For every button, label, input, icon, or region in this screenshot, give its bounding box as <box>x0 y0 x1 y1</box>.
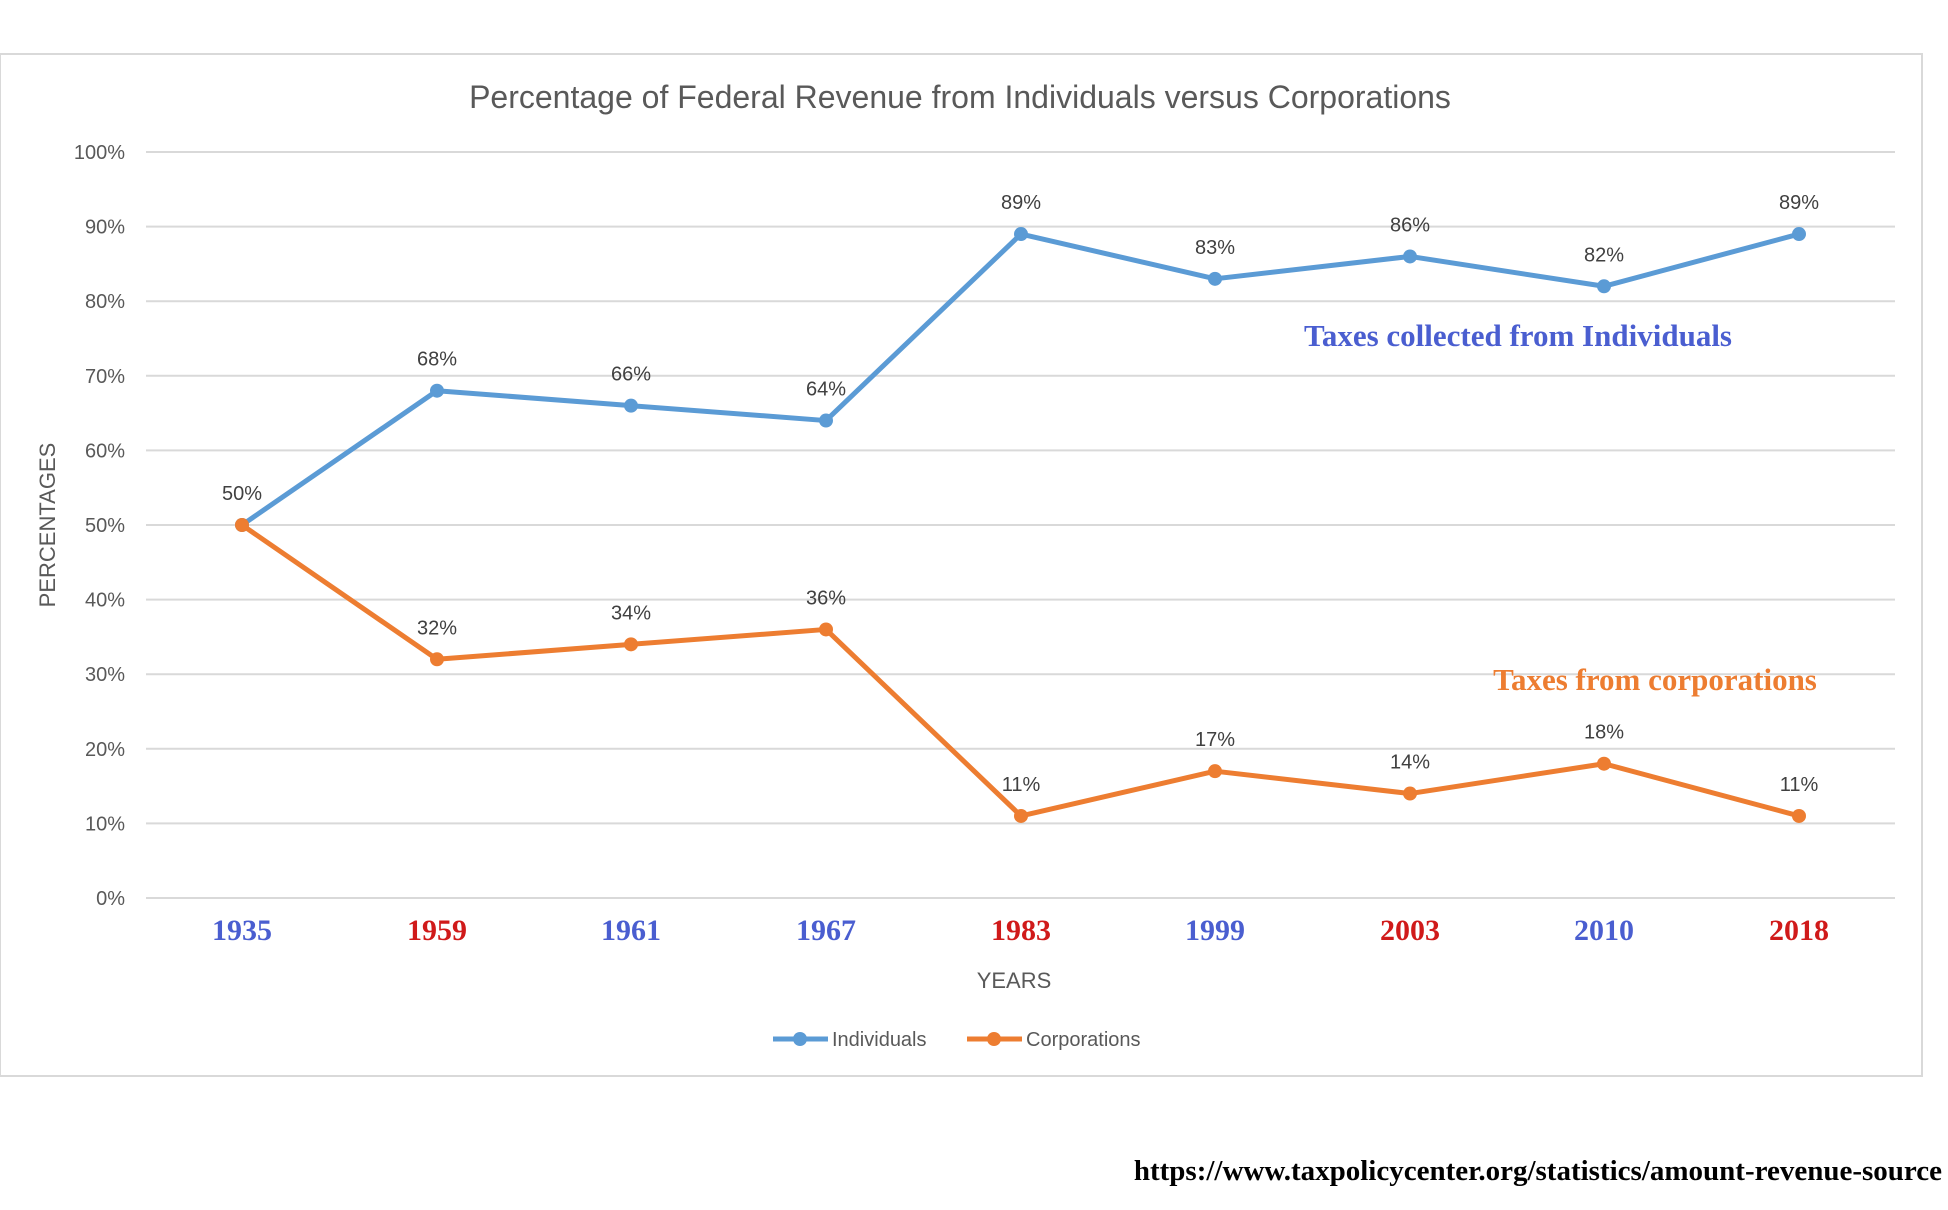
data-point-individuals <box>430 383 444 398</box>
data-label-individuals: 83% <box>1195 237 1235 259</box>
data-point-corporations <box>235 518 249 532</box>
data-point-individuals <box>1792 227 1806 242</box>
y-tick-label: 10% <box>85 813 125 835</box>
y-tick-label: 30% <box>85 664 125 686</box>
y-axis-tick-labels: 0% 10% 20% 30% 40% 50% 60% 70% 80% 90% 100% <box>74 142 125 910</box>
legend-label-individuals: Individuals <box>832 1029 927 1051</box>
y-tick-label: 0% <box>96 888 125 910</box>
data-label-corporations: 32% <box>417 617 457 639</box>
x-tick-label: 1999 <box>1185 914 1245 947</box>
data-label-corporations: 11% <box>1780 774 1819 796</box>
legend-label-corporations: Corporations <box>1026 1029 1141 1051</box>
data-point-corporations <box>819 622 833 637</box>
data-label-corporations: 18% <box>1584 722 1624 744</box>
y-tick-label: 70% <box>85 366 125 388</box>
y-tick-label: 60% <box>85 440 125 462</box>
data-label-corporations: 14% <box>1390 752 1430 774</box>
data-label-corporations: 34% <box>611 602 651 624</box>
chart-area-border <box>0 53 1923 1077</box>
x-tick-label: 1935 <box>212 914 272 947</box>
series-lines <box>235 227 1806 823</box>
data-point-corporations <box>1014 808 1028 823</box>
data-label-individuals: 86% <box>1390 214 1430 236</box>
data-labels: 50% 68% 66% 64% 89% 83% 86% 82% 89% 32% 34% 36% 11% 1… <box>222 192 1819 796</box>
data-label-individuals: 82% <box>1584 244 1624 266</box>
data-point-individuals <box>1014 227 1028 242</box>
data-point-individuals <box>624 398 638 413</box>
data-label-individuals: 68% <box>417 349 457 371</box>
data-point-individuals <box>1208 271 1222 286</box>
data-point-corporations <box>430 652 444 667</box>
source-url: https://www.taxpolicycenter.org/statisti… <box>1134 1155 1942 1187</box>
data-label-corporations: 36% <box>806 587 846 609</box>
data-label-individuals: 89% <box>1001 192 1041 214</box>
x-tick-label: 2010 <box>1574 914 1634 947</box>
chart-title: Percentage of Federal Revenue from Indiv… <box>469 79 1451 115</box>
legend: Individuals Corporations <box>773 1029 1141 1051</box>
y-tick-label: 40% <box>85 590 125 612</box>
x-tick-label: 1967 <box>796 914 856 947</box>
data-point-individuals <box>819 413 833 428</box>
data-point-corporations <box>1208 764 1222 779</box>
y-tick-label: 50% <box>85 515 125 537</box>
gridlines <box>146 151 1895 899</box>
annotation-corporations: Taxes from corporations <box>1493 662 1817 697</box>
x-tick-label: 1983 <box>991 914 1051 947</box>
y-tick-label: 80% <box>85 291 125 313</box>
legend-marker-corporations <box>987 1032 1001 1046</box>
x-axis-tick-labels: 1935 1959 1961 1967 1983 1999 2003 2010 2018 <box>212 914 1829 947</box>
data-point-individuals <box>1597 279 1611 294</box>
data-point-corporations <box>1792 808 1806 823</box>
x-tick-label: 2018 <box>1769 914 1829 947</box>
annotation-individuals: Taxes collected from Individuals <box>1304 318 1732 353</box>
x-tick-label: 2003 <box>1380 914 1440 947</box>
y-axis-label: PERCENTAGES <box>35 443 60 608</box>
data-label-individuals: 66% <box>611 364 651 386</box>
x-tick-label: 1959 <box>407 914 467 947</box>
data-label-individuals: 64% <box>806 379 846 401</box>
x-axis-label: YEARS <box>977 968 1052 993</box>
data-point-corporations <box>1403 786 1417 801</box>
x-tick-label: 1961 <box>601 914 661 947</box>
data-point-corporations <box>624 637 638 652</box>
data-label-individuals: 50% <box>222 483 262 505</box>
y-tick-label: 100% <box>74 142 125 164</box>
data-label-individuals: 89% <box>1779 192 1819 214</box>
y-tick-label: 90% <box>85 217 125 239</box>
y-tick-label: 20% <box>85 739 125 761</box>
data-label-corporations: 17% <box>1195 729 1235 751</box>
data-point-individuals <box>1403 249 1417 264</box>
data-point-corporations <box>1597 756 1611 771</box>
legend-marker-individuals <box>793 1032 807 1046</box>
data-label-corporations: 11% <box>1002 774 1041 796</box>
